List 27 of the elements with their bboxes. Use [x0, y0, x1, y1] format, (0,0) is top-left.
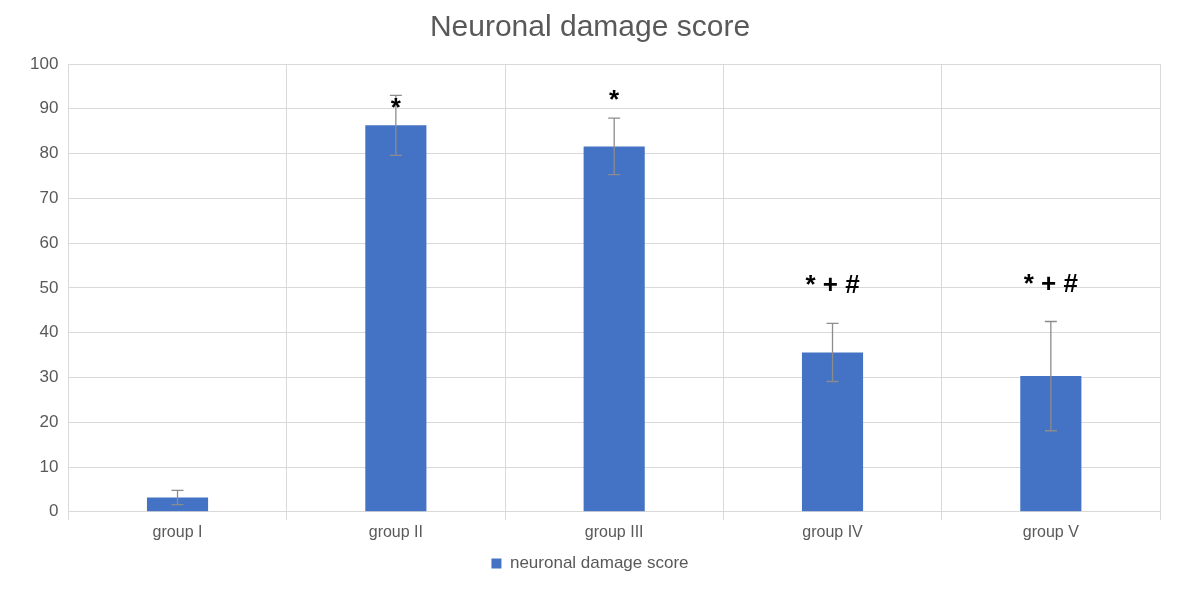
- annotation: * + #: [1023, 267, 1079, 298]
- x-tick-label: group II: [368, 522, 423, 540]
- bar: [801, 352, 864, 512]
- y-tick-label: 20: [39, 411, 59, 431]
- chart-title: Neuronal damage score: [429, 9, 751, 43]
- y-tick-label: 40: [39, 322, 59, 342]
- y-tick-label: 0: [48, 501, 59, 521]
- bar: [365, 125, 427, 512]
- y-tick-label: 10: [39, 456, 59, 476]
- x-tick-label: group V: [1022, 522, 1080, 540]
- bar: [1020, 376, 1082, 512]
- y-tick-label: 90: [39, 98, 59, 118]
- y-tick-label: 80: [39, 143, 59, 163]
- y-tick-label: 70: [39, 188, 59, 208]
- bar: [583, 146, 645, 512]
- y-tick-label: 60: [39, 232, 59, 252]
- x-tick-label: group I: [152, 522, 203, 540]
- x-tick-label: group III: [584, 522, 644, 540]
- annotation: *: [390, 91, 402, 122]
- bar: [146, 497, 209, 512]
- annotation: *: [609, 84, 621, 115]
- annotation: * + #: [805, 269, 861, 300]
- y-tick-label: 30: [39, 367, 59, 387]
- x-tick-label: group IV: [802, 522, 864, 540]
- legend-label: neuronal damage score: [509, 553, 689, 573]
- y-tick-label: 100: [29, 53, 59, 73]
- y-tick-label: 50: [39, 277, 59, 297]
